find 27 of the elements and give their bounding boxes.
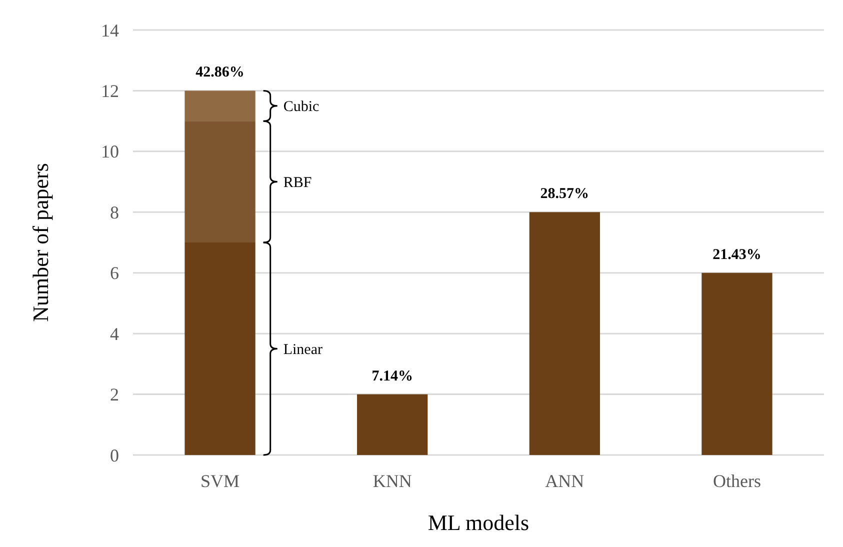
annotation: 28.57% <box>540 186 590 202</box>
x-axis-title: ML models <box>428 510 530 535</box>
y-tick-label: 4 <box>110 324 119 344</box>
bar <box>702 272 772 455</box>
x-tick-label: KNN <box>372 471 412 491</box>
annotation: 7.14% <box>372 368 413 384</box>
y-axis-title: Number of papers <box>28 163 53 322</box>
x-tick-label: ANN <box>545 471 584 491</box>
bar <box>357 394 428 455</box>
series-label: Cubic <box>283 99 320 116</box>
series-label: RBF <box>283 175 312 192</box>
bar <box>529 212 600 455</box>
annotation: 42.86% <box>196 64 244 81</box>
y-tick-label: 2 <box>110 384 119 405</box>
series-label: Linear <box>283 342 322 358</box>
x-tick-label: SVM <box>200 471 240 491</box>
annotation: 21.43% <box>712 246 762 263</box>
y-tick-label: 12 <box>101 81 119 102</box>
y-tick-label: 8 <box>110 202 119 222</box>
y-tick-label: 6 <box>110 263 119 284</box>
bar <box>184 90 256 122</box>
bar <box>184 242 256 455</box>
bar <box>184 121 256 242</box>
y-tick-label: 0 <box>110 445 119 466</box>
y-tick-label: 10 <box>101 142 119 162</box>
y-tick-label: 14 <box>101 20 119 40</box>
x-tick-label: Others <box>712 471 761 491</box>
